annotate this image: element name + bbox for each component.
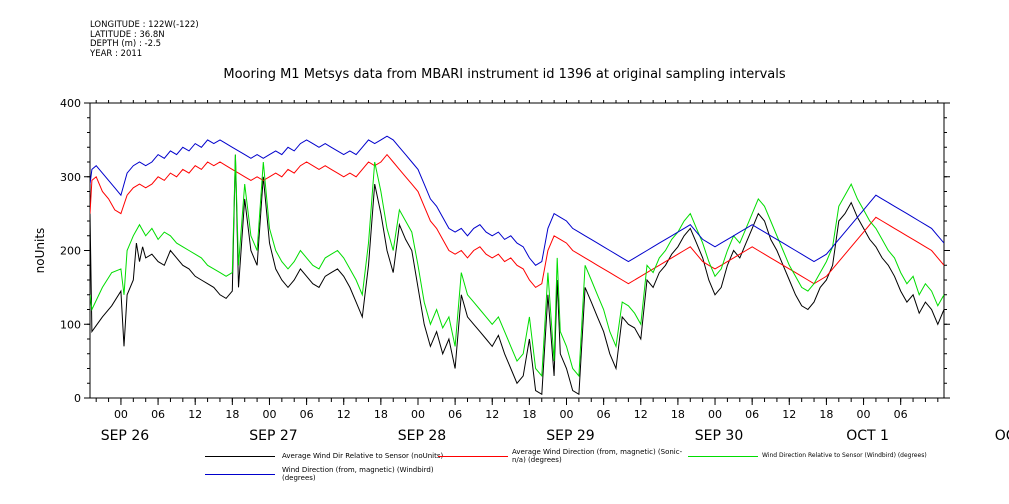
legend-label-2: Average Wind Direction (from, magnetic) … [512,448,683,464]
depth-label: DEPTH (m) : -2.5 [90,39,162,49]
x-tick-label: 12 [782,408,796,421]
legend-swatch-blue [205,474,275,475]
legend-swatch-black [205,456,275,457]
x-day-label: SEP 30 [695,428,743,444]
x-tick-label: 12 [337,408,351,421]
x-tick-label: 00 [262,408,276,421]
legend-label-4: Wind Direction (from, magnetic) (Windbir… [282,466,434,482]
x-tick-label: 06 [448,408,462,421]
x-day-label: SEP 26 [101,428,150,444]
legend-swatch-red [438,456,508,457]
chart-title: Mooring M1 Metsys data from MBARI instru… [223,67,786,82]
y-axis-label: noUnits [33,228,47,274]
legend-label-1: Average Wind Dir Relative to Sensor (noU… [282,452,444,460]
x-tick-label: 00 [708,408,722,421]
y-tick-label: 0 [74,392,81,405]
x-tick-label: 06 [745,408,759,421]
x-day-label: SEP 27 [249,428,297,444]
y-tick-label: 300 [60,171,81,184]
x-day-label: OCT 2 [995,428,1009,444]
series-line-3 [90,154,944,378]
metadata-block: LONGITUDE : 122W(-122) LATITUDE : 36.8N … [90,20,199,59]
x-tick-label: 06 [597,408,611,421]
x-tick-label: 00 [560,408,574,421]
x-day-label: OCT 1 [846,428,889,444]
x-tick-label: 18 [374,408,388,421]
y-tick-label: 200 [60,245,81,258]
x-tick-label: 18 [819,408,833,421]
series-line-2 [90,153,944,289]
x-tick-label: 18 [225,408,239,421]
x-day-label: SEP 28 [398,428,446,444]
longitude-label: LONGITUDE : 122W(-122) [90,20,199,30]
x-tick-label: 18 [671,408,685,421]
x-tick-label: 00 [114,408,128,421]
y-tick-label: 100 [60,318,81,331]
x-tick-label: 06 [151,408,165,421]
year-label: YEAR : 2011 [90,48,143,59]
x-day-label: SEP 29 [546,428,594,444]
x-tick-label: 00 [857,408,871,421]
x-tick-label: 12 [485,408,499,421]
x-tick-label: 12 [188,408,202,421]
x-tick-label: 06 [894,408,908,421]
latitude-label: LATITUDE : 36.8N [90,29,165,40]
legend-label-3: Wind Direction Relative to Sensor (Windb… [762,452,927,459]
series-line-1 [90,154,944,396]
legend-swatch-green [688,456,758,457]
x-tick-label: 00 [411,408,425,421]
x-tick-label: 18 [522,408,536,421]
series-line-4 [90,135,944,266]
x-tick-label: 12 [634,408,648,421]
x-tick-label: 06 [300,408,314,421]
y-tick-label: 400 [60,97,81,110]
plot-frame [89,102,945,399]
